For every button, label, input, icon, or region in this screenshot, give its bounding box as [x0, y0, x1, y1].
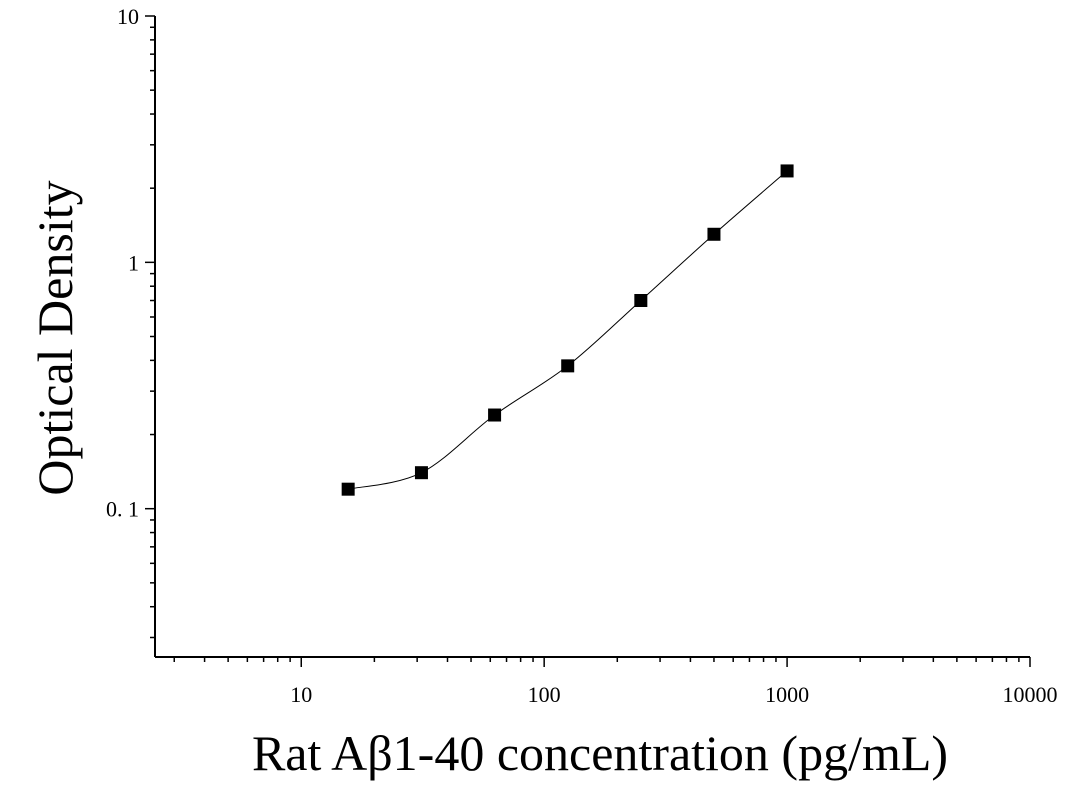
y-tick-label: 0. 1 — [106, 497, 139, 522]
data-point-marker — [634, 294, 648, 308]
data-points — [341, 164, 794, 496]
axes: 10 100 1000 10000 0. 1 1 10 — [106, 4, 1058, 707]
x-tick-label: 10000 — [1003, 682, 1058, 707]
fit-curve — [348, 170, 788, 490]
data-point-marker — [707, 227, 721, 241]
x-tick-label: 10 — [290, 682, 312, 707]
x-tick-label: 1000 — [765, 682, 809, 707]
data-point-marker — [414, 466, 428, 480]
data-point-marker — [488, 408, 502, 422]
data-point-marker — [780, 164, 794, 178]
x-axis-ticks: 10 100 1000 10000 — [173, 657, 1058, 707]
x-tick-label: 100 — [528, 682, 561, 707]
y-axis-title: Optical Density — [27, 180, 83, 495]
data-point-marker — [341, 482, 355, 496]
data-point-marker — [561, 359, 575, 373]
y-tick-label: 1 — [128, 250, 139, 275]
y-axis-ticks: 0. 1 1 10 — [106, 4, 155, 639]
x-axis-title: Rat Aβ1-40 concentration (pg/mL) — [252, 725, 948, 781]
y-tick-label: 10 — [117, 4, 139, 29]
